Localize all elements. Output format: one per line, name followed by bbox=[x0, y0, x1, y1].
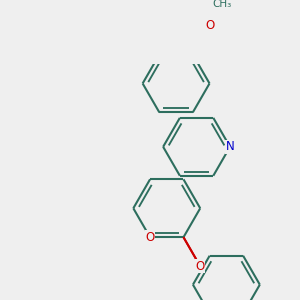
Text: O: O bbox=[146, 231, 155, 244]
Text: O: O bbox=[196, 260, 205, 273]
Text: N: N bbox=[226, 140, 234, 153]
Text: CH₃: CH₃ bbox=[212, 0, 232, 9]
Text: O: O bbox=[205, 19, 214, 32]
